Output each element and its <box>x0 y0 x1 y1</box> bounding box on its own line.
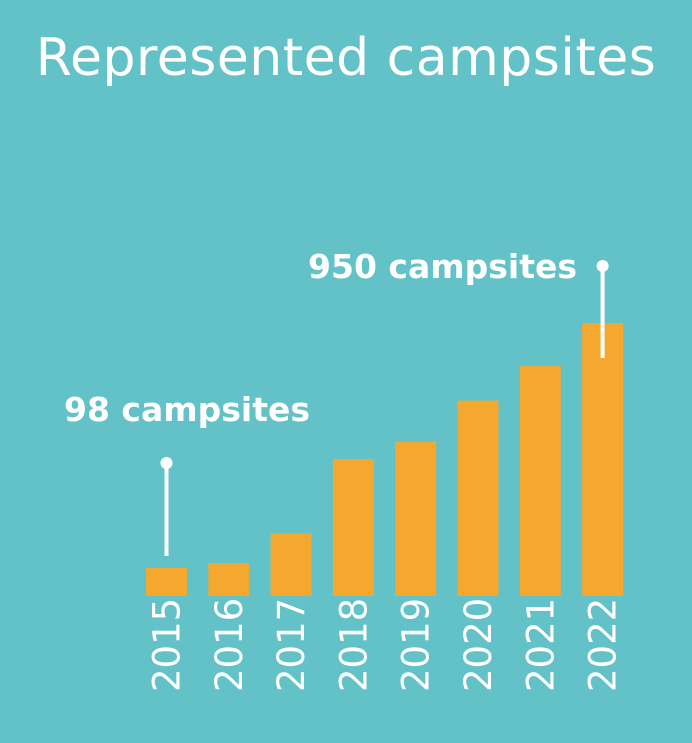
annotation-marker-2022 <box>596 260 609 272</box>
bar-2019 <box>395 441 437 596</box>
annotation-label-2022: 950 campsites <box>308 247 577 286</box>
annotation-marker-2015 <box>160 457 173 469</box>
bar-2021 <box>519 366 561 596</box>
bar-2018 <box>332 459 374 596</box>
x-tick-label-2020: 2020 <box>457 598 500 692</box>
x-tick-label-2021: 2021 <box>519 598 562 692</box>
bar-2022 <box>582 323 624 596</box>
x-tick-label-2015: 2015 <box>146 598 189 692</box>
x-tick-label-2018: 2018 <box>332 598 375 692</box>
x-tick-label-2017: 2017 <box>270 598 313 692</box>
bar-2020 <box>457 400 499 596</box>
bar-2016 <box>208 563 250 596</box>
bar-2015 <box>146 567 187 596</box>
chart-title: Represented campsites <box>35 28 657 88</box>
annotation-label-2015: 98 campsites <box>64 390 310 429</box>
x-tick-label-2022: 2022 <box>582 598 625 692</box>
x-tick-label-2019: 2019 <box>395 598 438 692</box>
x-tick-label-2016: 2016 <box>208 598 251 692</box>
bar-2017 <box>270 533 312 596</box>
